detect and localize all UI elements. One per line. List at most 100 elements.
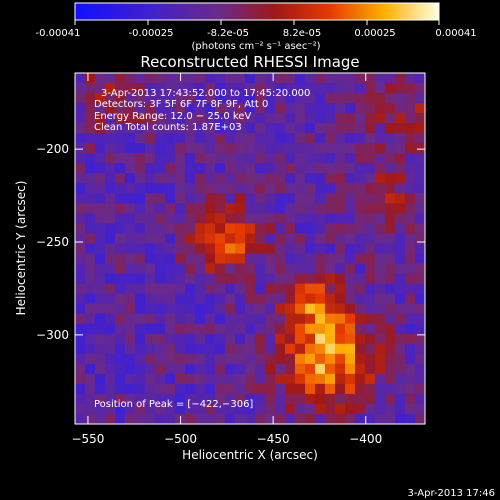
- heatmap-cell: [225, 353, 236, 365]
- heatmap-cell: [175, 113, 186, 124]
- heatmap-cell: [415, 323, 425, 335]
- heatmap-cell: [395, 233, 406, 245]
- heatmap-cell: [165, 413, 176, 424]
- heatmap-cell: [215, 163, 226, 174]
- heatmap-cell: [235, 193, 246, 204]
- heatmap-cell: [325, 223, 336, 235]
- colorbar: -0.00041 -0.00025 -8.2e-05 8.2e-05 0.000…: [36, 2, 477, 52]
- heatmap-cell: [185, 223, 196, 235]
- heatmap-cell: [165, 163, 176, 174]
- heatmap-cell: [85, 323, 96, 335]
- heatmap-cell: [105, 293, 116, 305]
- heatmap-cell: [395, 253, 406, 265]
- heatmap-cell: [225, 253, 236, 265]
- heatmap-cell: [345, 373, 356, 385]
- heatmap-cell: [225, 213, 236, 225]
- heatmap-cell: [85, 413, 96, 424]
- heatmap-cell: [385, 353, 396, 365]
- heatmap-cell: [115, 363, 126, 375]
- heatmap-cell: [135, 253, 146, 265]
- heatmap-cell: [375, 153, 386, 164]
- heatmap-cell: [195, 103, 206, 114]
- heatmap-cell: [225, 283, 236, 295]
- heatmap-cell: [215, 413, 226, 424]
- heatmap-cell: [205, 73, 216, 84]
- heatmap-cell: [225, 183, 236, 194]
- heatmap-cell: [415, 293, 425, 305]
- heatmap-cell: [375, 123, 386, 134]
- heatmap-cell: [225, 143, 236, 154]
- heatmap-cell: [205, 153, 216, 164]
- heatmap-cell: [335, 313, 346, 325]
- heatmap-cell: [195, 413, 206, 424]
- heatmap-cell: [105, 93, 116, 104]
- heatmap-cell: [285, 183, 296, 194]
- heatmap-cell: [385, 213, 396, 225]
- heatmap-cell: [375, 413, 386, 424]
- heatmap-cell: [135, 123, 146, 134]
- heatmap-cell: [315, 153, 326, 164]
- heatmap-cell: [105, 363, 116, 375]
- heatmap-cell: [215, 183, 226, 194]
- heatmap-cell: [265, 133, 276, 144]
- heatmap-cell: [175, 323, 186, 335]
- heatmap-cell: [405, 263, 416, 275]
- heatmap-cell: [355, 193, 366, 204]
- heatmap-cell: [325, 293, 336, 305]
- heatmap-cell: [235, 413, 246, 424]
- heatmap-cell: [375, 333, 386, 345]
- heatmap-cell: [95, 163, 106, 174]
- heatmap-cell: [245, 253, 256, 265]
- heatmap-cell: [305, 143, 316, 154]
- heatmap-cell: [395, 173, 406, 184]
- heatmap-cell: [225, 123, 236, 134]
- heatmap-cell: [295, 253, 306, 265]
- heatmap-cell: [405, 113, 416, 124]
- heatmap-cell: [135, 303, 146, 315]
- heatmap-cell: [405, 333, 416, 345]
- heatmap-cell: [245, 323, 256, 335]
- heatmap-cell: [275, 153, 286, 164]
- heatmap-cell: [355, 173, 366, 184]
- heatmap-cell: [175, 393, 186, 405]
- heatmap-cell: [85, 243, 96, 255]
- heatmap-cell: [415, 123, 425, 134]
- heatmap-cell: [185, 153, 196, 164]
- heatmap-cell: [385, 173, 396, 184]
- heatmap-cell: [325, 163, 336, 174]
- heatmap-cell: [255, 153, 266, 164]
- heatmap-cell: [135, 133, 146, 144]
- heatmap-cell: [265, 113, 276, 124]
- heatmap-cell: [195, 193, 206, 204]
- heatmap-cell: [395, 403, 406, 415]
- heatmap-cell: [235, 133, 246, 144]
- heatmap-cell: [135, 233, 146, 245]
- heatmap-cell: [115, 333, 126, 345]
- heatmap-cell: [325, 413, 336, 424]
- heatmap-cell: [255, 323, 266, 335]
- heatmap-cell: [415, 353, 425, 365]
- heatmap-cell: [245, 283, 256, 295]
- heatmap-cell: [205, 123, 216, 134]
- heatmap-cell: [165, 143, 176, 154]
- heatmap-cell: [355, 123, 366, 134]
- heatmap-cell: [85, 193, 96, 204]
- heatmap-cell: [405, 73, 416, 84]
- heatmap-cell: [105, 263, 116, 275]
- heatmap-cell: [415, 383, 425, 395]
- heatmap-cell: [255, 193, 266, 204]
- heatmap-cell: [335, 263, 346, 275]
- heatmap-cell: [235, 143, 246, 154]
- heatmap-cell: [265, 153, 276, 164]
- heatmap-cell: [325, 123, 336, 134]
- heatmap-cell: [285, 403, 296, 415]
- heatmap-cell: [145, 333, 156, 345]
- heatmap-cell: [195, 153, 206, 164]
- heatmap-cell: [375, 93, 386, 104]
- heatmap-cell: [375, 223, 386, 235]
- heatmap-cell: [155, 193, 166, 204]
- heatmap-cell: [245, 213, 256, 225]
- heatmap-cell: [185, 233, 196, 245]
- heatmap-cell: [145, 243, 156, 255]
- heatmap-cell: [145, 413, 156, 424]
